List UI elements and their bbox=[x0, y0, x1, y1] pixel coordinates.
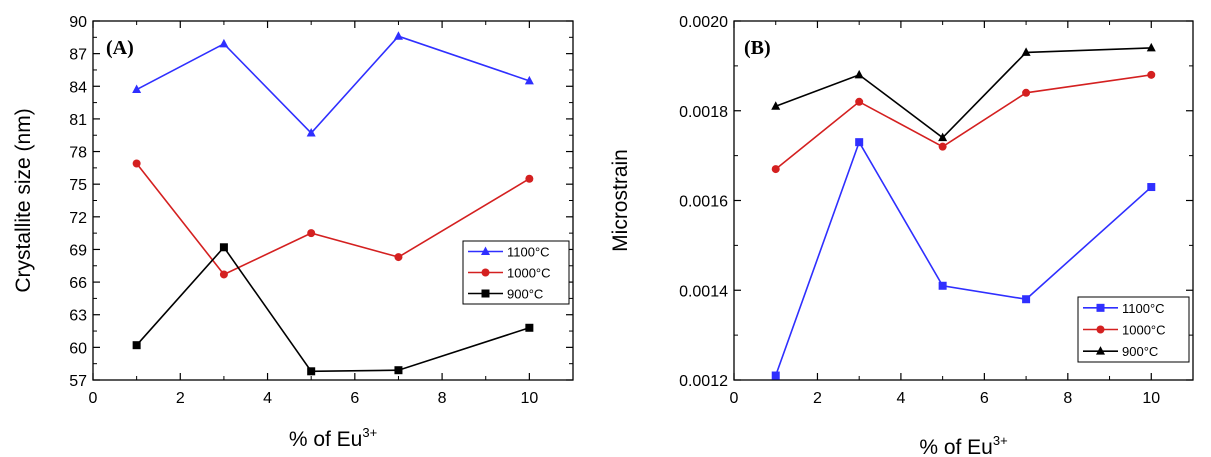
data-point bbox=[307, 229, 316, 238]
y-tick-label: 81 bbox=[69, 112, 87, 129]
data-point bbox=[132, 341, 141, 350]
panel-label: (B) bbox=[744, 37, 771, 59]
data-point bbox=[855, 97, 864, 106]
data-point bbox=[524, 75, 534, 85]
y-tick-label: 0.0020 bbox=[679, 14, 728, 31]
panel-label: (A) bbox=[106, 37, 134, 59]
legend: 1100°C 1000°C 900°C bbox=[1077, 296, 1190, 363]
y-axis-title: Microstrain bbox=[609, 149, 632, 252]
x-tick-label: 8 bbox=[438, 390, 447, 407]
legend-marker bbox=[481, 246, 490, 255]
series-1000°C bbox=[132, 159, 534, 279]
legend-label: 1000°C bbox=[1122, 323, 1166, 338]
y-tick-label: 63 bbox=[69, 308, 87, 325]
x-tick-label: 2 bbox=[176, 390, 185, 407]
x-tick-label: 4 bbox=[896, 390, 905, 407]
data-point bbox=[307, 367, 316, 376]
data-point bbox=[1147, 183, 1156, 192]
legend: 1100°C 1000°C 900°C bbox=[462, 240, 570, 305]
data-point bbox=[855, 138, 864, 147]
legend-marker bbox=[1096, 325, 1105, 334]
y-tick-label: 78 bbox=[69, 145, 87, 162]
data-point bbox=[393, 31, 403, 40]
x-tick-label: 0 bbox=[730, 390, 739, 407]
data-point bbox=[219, 243, 228, 252]
series-1100°C bbox=[771, 138, 1156, 380]
legend-label: 900°C bbox=[507, 287, 543, 302]
y-tick-label: 84 bbox=[69, 79, 87, 96]
data-point bbox=[394, 366, 403, 375]
series-900°C bbox=[771, 42, 1156, 142]
data-point bbox=[132, 84, 142, 94]
legend-marker bbox=[481, 268, 490, 277]
data-point bbox=[938, 132, 948, 142]
series-1100°C bbox=[132, 31, 534, 137]
x-tick-label: 4 bbox=[263, 390, 272, 407]
x-tick-label: 0 bbox=[89, 390, 98, 407]
data-point bbox=[938, 281, 947, 290]
data-point bbox=[525, 323, 534, 332]
y-tick-label: 0.0016 bbox=[679, 194, 728, 211]
x-tick-label: 2 bbox=[813, 390, 822, 407]
panel-b-microstrain-chart: 0 2 4 6 8 10 0.0012 0.0014 0.0016 0.0018 0.0020 % o… bbox=[609, 14, 1194, 457]
x-tick-label: 8 bbox=[1063, 390, 1072, 407]
x-tick-label: 6 bbox=[350, 390, 359, 407]
legend-label: 1100°C bbox=[1122, 301, 1165, 316]
panel-a-crystallite-size-chart: 0 2 4 6 8 10 57 60 63 66 69 72 75 78 81 84 87 90 % of Eu3+… bbox=[12, 14, 574, 451]
legend-marker bbox=[1096, 346, 1105, 355]
data-point bbox=[1021, 47, 1031, 56]
legend-label: 1000°C bbox=[507, 266, 551, 281]
data-point bbox=[1147, 70, 1156, 79]
legend-marker bbox=[1096, 303, 1105, 312]
y-tick-label: 57 bbox=[69, 373, 87, 390]
series-900°C bbox=[132, 243, 534, 376]
legend-label: 900°C bbox=[1122, 344, 1158, 359]
x-tick-label: 6 bbox=[980, 390, 989, 407]
y-tick-label: 0.0018 bbox=[679, 104, 728, 121]
y-tick-label: 0.0014 bbox=[679, 283, 728, 300]
series-line bbox=[136, 35, 530, 135]
y-tick-label: 87 bbox=[69, 47, 87, 64]
x-tick-label: 10 bbox=[520, 390, 538, 407]
legend-label: 1100°C bbox=[507, 245, 550, 260]
y-tick-label: 72 bbox=[69, 210, 87, 227]
data-point bbox=[219, 38, 229, 48]
series-line bbox=[775, 74, 1152, 170]
series-1000°C bbox=[771, 70, 1156, 174]
data-point bbox=[854, 69, 864, 79]
data-point bbox=[1146, 42, 1156, 52]
x-axis-title: % of Eu3+ bbox=[289, 425, 377, 451]
legend-marker bbox=[481, 289, 490, 298]
x-axis-title: % of Eu3+ bbox=[919, 433, 1007, 457]
data-point bbox=[525, 174, 534, 183]
data-point bbox=[394, 253, 403, 262]
data-point bbox=[1022, 295, 1031, 304]
data-point bbox=[771, 165, 780, 174]
y-tick-label: 60 bbox=[69, 340, 87, 357]
data-point bbox=[771, 371, 780, 380]
data-point bbox=[219, 270, 228, 279]
data-point bbox=[771, 101, 781, 110]
y-tick-label: 75 bbox=[69, 177, 87, 194]
data-point bbox=[1022, 88, 1031, 97]
x-tick-label: 10 bbox=[1142, 390, 1160, 407]
y-tick-label: 66 bbox=[69, 275, 87, 292]
data-point bbox=[132, 159, 141, 168]
data-point bbox=[306, 128, 316, 137]
y-tick-label: 69 bbox=[69, 242, 87, 259]
y-tick-label: 90 bbox=[69, 14, 87, 31]
data-point bbox=[938, 142, 947, 151]
y-axis-title: Crystallite size (nm) bbox=[12, 108, 35, 292]
y-tick-label: 0.0012 bbox=[679, 373, 728, 390]
